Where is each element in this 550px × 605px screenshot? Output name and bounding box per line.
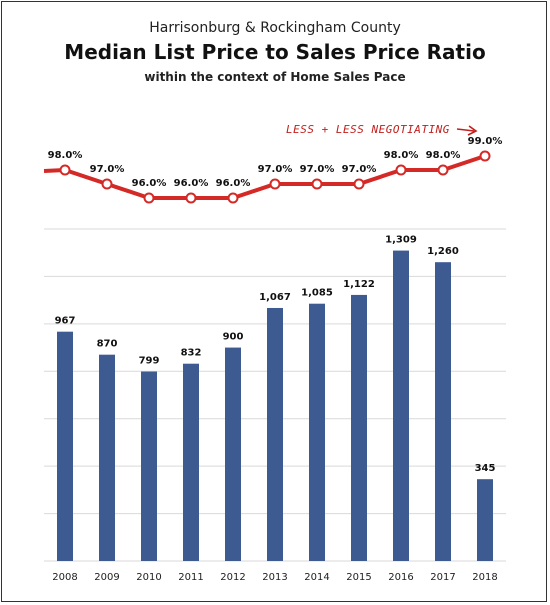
bar-series <box>57 250 493 561</box>
x-tick-2016: 2016 <box>388 572 413 583</box>
bar-2010 <box>141 371 157 561</box>
ratio-value-label: 97.0% <box>300 164 335 175</box>
x-tick-2010: 2010 <box>136 572 161 583</box>
ratio-point-2017 <box>437 164 449 176</box>
x-tick-2018: 2018 <box>472 572 497 583</box>
bar-value-label: 1,309 <box>385 235 417 246</box>
ratio-point-2013 <box>269 178 281 190</box>
x-tick-2014: 2014 <box>304 572 329 583</box>
x-tick-2011: 2011 <box>178 572 203 583</box>
annotation-text: LESS + LESS NEGOTIATING <box>286 123 450 136</box>
chart-subtitle: Harrisonburg & Rockingham County <box>149 20 401 36</box>
ratio-value-label: 98.0% <box>384 150 419 161</box>
ratio-value-label: 99.0% <box>468 136 503 147</box>
bar-value-label: 900 <box>223 332 244 343</box>
bar-value-label: 799 <box>139 356 160 367</box>
ratio-value-label: 97.0% <box>90 164 125 175</box>
ratio-value-label: 97.0% <box>342 164 377 175</box>
ratio-point-2010 <box>143 192 155 204</box>
x-tick-2017: 2017 <box>430 572 455 583</box>
bar-value-label: 1,085 <box>301 288 333 299</box>
bar-data-labels: 967 870 799 832 900 1,067 1,085 1,122 1,309 1,260… <box>55 235 496 475</box>
bar-2014 <box>309 303 325 561</box>
bar-2012 <box>225 347 241 561</box>
ratio-data-labels: 98.0% 97.0% 96.0% 96.0% 96.0% 97.0% 97.0% 97.0%… <box>48 136 503 189</box>
bar-2008 <box>57 331 73 561</box>
bar-2017 <box>435 262 451 561</box>
chart-context: within the context of Home Sales Pace <box>144 70 406 84</box>
ratio-point-2012 <box>227 192 239 204</box>
bar-2013 <box>267 307 283 561</box>
bar-2018 <box>477 479 493 561</box>
bar-value-label: 345 <box>475 463 496 474</box>
bar-2011 <box>183 363 199 561</box>
ratio-line-series <box>43 150 491 204</box>
bar-2015 <box>351 294 367 561</box>
x-tick-2009: 2009 <box>94 572 119 583</box>
bar-value-label: 870 <box>97 339 118 350</box>
bar-value-label: 1,260 <box>427 246 459 257</box>
bar-2009 <box>99 354 115 561</box>
annotation-arrow <box>456 125 478 136</box>
chart-title: Median List Price to Sales Price Ratio <box>64 40 486 64</box>
ratio-point-2011 <box>185 192 197 204</box>
bar-value-label: 967 <box>55 316 76 327</box>
bar-value-label: 1,122 <box>343 279 375 290</box>
ratio-value-label: 96.0% <box>132 178 167 189</box>
ratio-value-label: 97.0% <box>258 164 293 175</box>
x-tick-2013: 2013 <box>262 572 287 583</box>
ratio-value-label: 96.0% <box>174 178 209 189</box>
bar-2016 <box>393 250 409 561</box>
x-tick-2015: 2015 <box>346 572 371 583</box>
ratio-value-label: 98.0% <box>426 150 461 161</box>
ratio-point-2008 <box>59 164 71 176</box>
ratio-point-2018 <box>479 150 491 162</box>
x-tick-2012: 2012 <box>220 572 245 583</box>
bar-value-label: 832 <box>181 348 202 359</box>
ratio-value-label: 98.0% <box>48 150 83 161</box>
ratio-line <box>43 154 486 200</box>
ratio-point-2016 <box>395 164 407 176</box>
ratio-point-2014 <box>311 178 323 190</box>
ratio-value-label: 96.0% <box>216 178 251 189</box>
x-tick-labels: 2008 2009 2010 2011 2012 2013 2014 2015 2016 2017… <box>52 572 497 583</box>
ratio-point-2015 <box>353 178 365 190</box>
ratio-point-2009 <box>101 178 113 190</box>
x-tick-2008: 2008 <box>52 572 77 583</box>
bar-value-label: 1,067 <box>259 292 291 303</box>
